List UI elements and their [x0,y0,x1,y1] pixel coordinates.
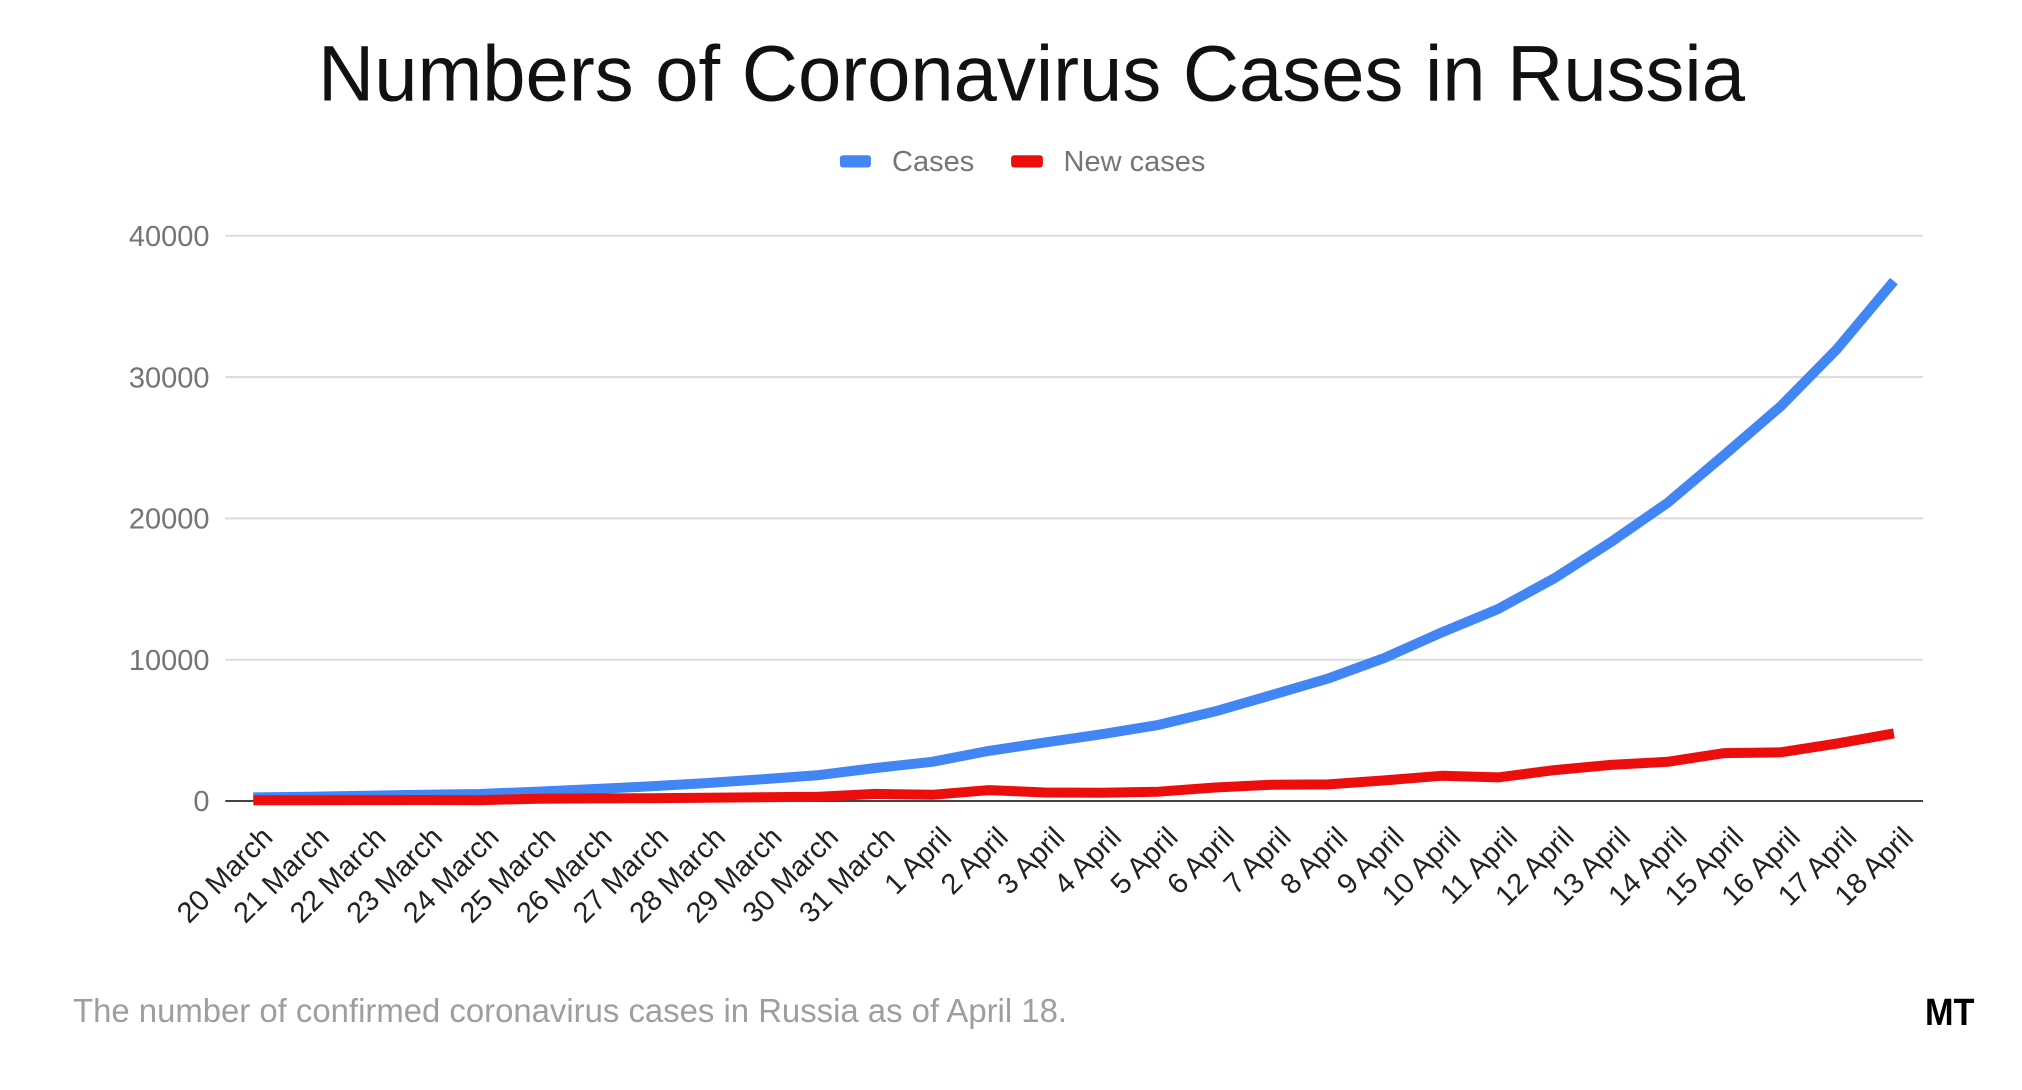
svg-text:0: 0 [193,786,209,818]
svg-text:20000: 20000 [129,504,210,536]
svg-text:10000: 10000 [129,645,210,677]
svg-text:30000: 30000 [129,362,210,394]
svg-text:MT: MT [1925,992,1975,1034]
svg-text:Numbers of Coronavirus Cases i: Numbers of Coronavirus Cases in Russia [318,28,1745,117]
svg-text:40000: 40000 [129,221,210,253]
svg-text:The number of confirmed corona: The number of confirmed coronavirus case… [73,993,1067,1030]
svg-text:New cases: New cases [1064,146,1206,178]
svg-text:Cases: Cases [892,146,974,178]
